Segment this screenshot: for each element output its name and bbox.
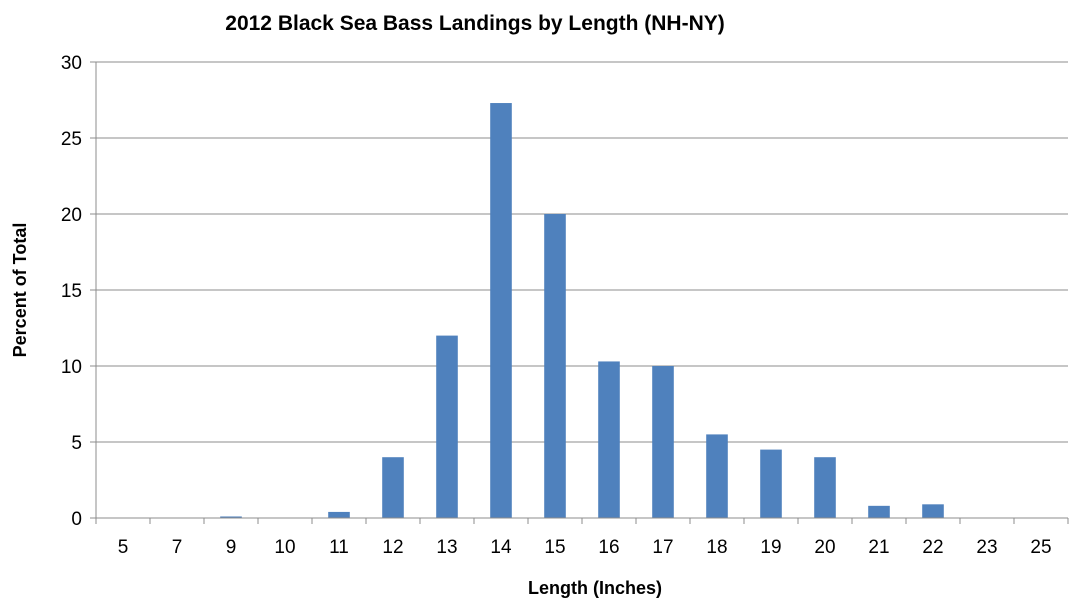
x-tick-label: 18 — [706, 537, 727, 558]
bar — [922, 504, 944, 518]
y-tick-label: 5 — [71, 433, 82, 454]
x-tick-label: 9 — [226, 537, 237, 558]
y-tick-label: 0 — [71, 509, 82, 530]
x-tick-label: 21 — [868, 537, 889, 558]
x-tick-label: 13 — [436, 537, 457, 558]
x-tick-label: 19 — [760, 537, 781, 558]
bar — [868, 505, 890, 518]
y-tick-label: 15 — [61, 281, 82, 302]
bar — [220, 516, 242, 518]
chart-title: 2012 Black Sea Bass Landings by Length (… — [225, 12, 724, 35]
x-tick-label: 11 — [329, 537, 349, 558]
x-axis-label: Length (Inches) — [528, 578, 662, 598]
x-tick-label: 10 — [274, 537, 295, 558]
bar — [598, 361, 620, 518]
bar — [544, 214, 566, 518]
x-tick-labels: 5 7 9 10 11 12 13 14 15 16 17 18 19 20 21 22 23 25 — [118, 537, 1052, 558]
x-tick-label: 12 — [382, 537, 403, 558]
y-tick-label: 25 — [61, 129, 82, 150]
bar — [436, 335, 458, 518]
y-axis-label: Percent of Total — [10, 223, 30, 358]
gridlines — [96, 61, 1068, 443]
x-tick-label: 14 — [490, 537, 512, 558]
x-tick-label: 7 — [172, 537, 183, 558]
bars — [220, 103, 944, 518]
x-tick-label: 5 — [118, 537, 129, 558]
x-tick-label: 22 — [922, 537, 943, 558]
bar — [382, 457, 404, 518]
bar — [328, 511, 350, 518]
x-tick-label: 20 — [814, 537, 835, 558]
x-tick-label: 15 — [544, 537, 565, 558]
x-tick-label: 17 — [652, 537, 673, 558]
axes — [90, 61, 1069, 524]
bar — [760, 449, 782, 518]
bar — [814, 457, 836, 518]
y-tick-labels: 0 5 10 15 20 25 30 — [61, 53, 82, 530]
y-tick-label: 20 — [61, 205, 82, 226]
bar — [652, 366, 674, 518]
x-tick-label: 25 — [1030, 537, 1051, 558]
y-tick-label: 30 — [61, 53, 82, 74]
x-tick-label: 23 — [976, 537, 997, 558]
bar — [490, 103, 512, 518]
y-tick-label: 10 — [61, 357, 82, 378]
x-tick-label: 16 — [598, 537, 619, 558]
bar — [706, 434, 728, 518]
